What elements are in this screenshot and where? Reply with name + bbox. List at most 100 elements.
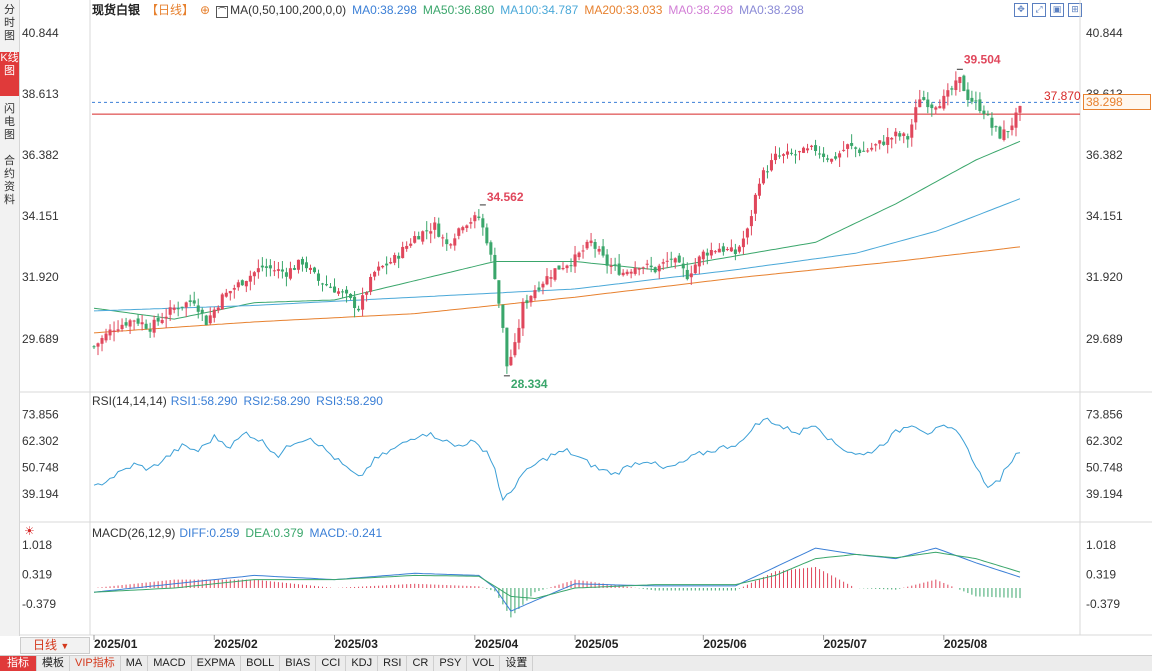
ma-item-5: MA0:38.298 [739,3,804,17]
candle-body [381,265,385,268]
rsi-item-2: RSI3:58.290 [316,394,383,408]
candle-body [545,276,549,285]
candle-body [818,153,822,155]
indicator-tab-1[interactable]: 模板 [37,656,70,671]
tab-contract-info[interactable]: 合约资料 [4,155,15,206]
candle-body [741,238,745,248]
candle-body [565,265,569,269]
candle-body [749,216,753,227]
candle-body [761,170,765,184]
candle-body [304,262,308,269]
candle-body [501,304,505,328]
candle-body [421,231,425,242]
indicator-tab-14[interactable]: 设置 [500,656,534,671]
candle-body [477,216,481,218]
candle-body [769,160,773,171]
grid-icon[interactable]: ⊞ [1068,3,1082,17]
indicator-tab-2[interactable]: VIP指标 [70,656,121,671]
tab-lightning[interactable]: 闪电图 [4,103,15,141]
candle-body [802,147,806,153]
candle-body [264,266,268,268]
candle-body [549,277,553,279]
chart-header: 现货白银 【日线】 ⊕ ⌒ MA(0,50,100,200,0,0) MA0:38.298… [92,2,816,18]
candle-body [168,307,172,315]
indicator-tab-0[interactable]: 指标 [0,656,37,671]
candle-body [280,269,284,272]
candle-body [834,156,838,159]
indicator-tab-13[interactable]: VOL [467,656,501,671]
candle-body [228,290,232,294]
tab-kline[interactable]: K线图 [0,52,19,96]
indicator-tab-6[interactable]: BOLL [241,656,281,671]
window-icon[interactable]: ▣ [1050,3,1064,17]
candle-body [312,267,317,273]
candle-body [1002,129,1006,140]
candle-body [212,309,216,318]
candle-body [337,291,341,294]
candle-body [593,241,597,249]
candle-body [389,261,393,264]
indicator-tab-7[interactable]: BIAS [280,656,317,671]
line-price-label: 37.870 [1044,89,1081,103]
candle-body [854,147,858,149]
candle-body [377,266,381,271]
candle-body [260,265,264,268]
candle-body [441,237,445,239]
settings-icon[interactable]: ⊕ [200,3,211,17]
candle-body [938,106,942,109]
candle-body [172,307,176,310]
candle-body [978,99,982,112]
candle-body [810,145,814,147]
candle-body [140,322,144,325]
candle-body [324,284,329,286]
indicator-tab-12[interactable]: PSY [434,656,468,671]
candle-body [152,319,156,333]
candle-body [785,151,790,155]
candle-body [453,238,457,246]
candle-body [597,248,601,252]
period-label[interactable]: 【日线】 [146,3,195,17]
candle-body [902,133,906,136]
indicator-box-icon[interactable]: ⌒ [216,6,229,18]
candle-body [96,343,100,347]
candle-body [745,228,749,238]
candle-body [729,247,733,252]
indicator-tab-11[interactable]: CR [407,656,435,671]
candle-body [842,149,846,151]
candle-body [721,246,725,252]
chevron-down-icon: ▼ [60,641,70,651]
candle-body [773,153,777,161]
candle-body [1010,125,1014,131]
indicator-tab-10[interactable]: RSI [378,656,408,671]
macd-gear-icon[interactable]: ☀ [24,524,35,538]
candle-body [292,268,296,270]
macd-axis-left-label: 0.319 [22,568,52,582]
indicator-tab-4[interactable]: MACD [148,656,192,671]
candle-body [497,280,501,304]
rsi-label: RSI(14,14,14) [92,394,167,408]
candle-body [144,323,148,329]
candle-body [473,215,477,222]
indicator-tab-5[interactable]: EXPMA [192,656,242,671]
price-axis-left-label: 36.382 [22,147,59,162]
period-selector[interactable]: 日线 ▼ [20,637,90,654]
fullscreen-icon[interactable]: ⤢ [1032,3,1046,17]
date-label: 2025/08 [944,637,988,651]
indicator-tab-3[interactable]: MA [121,656,149,671]
candle-body [204,315,208,326]
tab-timeshare[interactable]: 分时图 [4,4,15,42]
candle-body [725,249,729,251]
candle-body [629,271,633,274]
candle-body [180,306,184,308]
indicator-tab-9[interactable]: KDJ [346,656,379,671]
indicator-tab-8[interactable]: CCI [316,656,347,671]
candle-body [92,346,96,348]
ma-line-ma50 [93,140,1021,320]
candle-body [216,307,220,311]
candle-body [689,273,693,278]
price-axis-right-label: 34.151 [1086,209,1123,224]
candle-body [994,126,998,128]
candle-body [461,227,465,231]
crosshair-icon[interactable]: ✥ [1014,3,1028,17]
candle-body [328,286,333,288]
